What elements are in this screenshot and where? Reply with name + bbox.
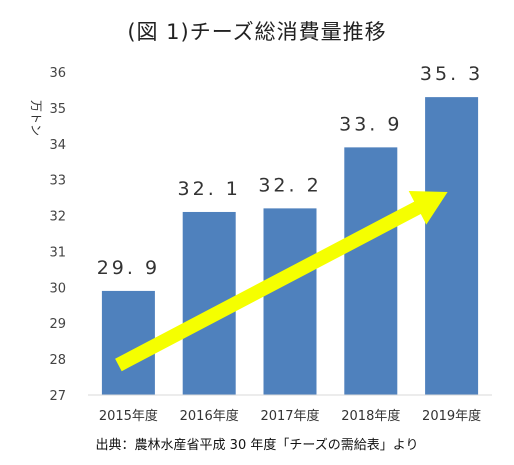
x-tick-label: 2015年度 xyxy=(99,408,158,424)
x-axis-categories: 2015年度 2016年度 2017年度 2018年度 2019年度 xyxy=(99,408,481,424)
trend-arrow xyxy=(115,191,448,372)
bar xyxy=(425,97,479,395)
x-tick-label: 2016年度 xyxy=(180,408,239,424)
trend-arrow-shape xyxy=(115,191,448,372)
bar xyxy=(263,208,317,395)
x-tick-label: 2018年度 xyxy=(341,408,400,424)
x-tick-label: 2017年度 xyxy=(260,408,319,424)
y-tick-label: 29 xyxy=(49,317,66,332)
y-tick-label: 35 xyxy=(49,102,66,117)
chart-title: (図 1)チーズ総消費量推移 xyxy=(127,20,387,44)
data-labels: 29. 9 32. 1 32. 2 33. 9 35. 3 xyxy=(97,63,483,279)
data-label: 32. 2 xyxy=(258,174,321,196)
data-label: 32. 1 xyxy=(178,178,241,200)
x-tick-label: 2019年度 xyxy=(422,408,481,424)
y-tick-label: 31 xyxy=(49,245,66,260)
y-tick-label: 30 xyxy=(49,281,66,296)
y-tick-label: 34 xyxy=(49,138,66,153)
y-axis-ticks: 27 28 29 30 31 32 33 34 35 36 xyxy=(49,66,66,404)
source-note: 出典：農林水産省平成 30 年度「チーズの需給表」より xyxy=(95,438,419,453)
y-tick-label: 33 xyxy=(49,174,66,189)
data-label: 29. 9 xyxy=(97,257,160,279)
data-label: 33. 9 xyxy=(339,113,402,135)
y-axis-label: 万トン xyxy=(29,100,43,136)
y-tick-label: 27 xyxy=(49,389,66,404)
y-tick-label: 36 xyxy=(49,66,66,81)
bars xyxy=(101,97,479,395)
data-label: 35. 3 xyxy=(420,63,483,85)
y-tick-label: 32 xyxy=(49,210,66,225)
y-tick-label: 28 xyxy=(49,353,66,368)
bar xyxy=(344,147,398,395)
